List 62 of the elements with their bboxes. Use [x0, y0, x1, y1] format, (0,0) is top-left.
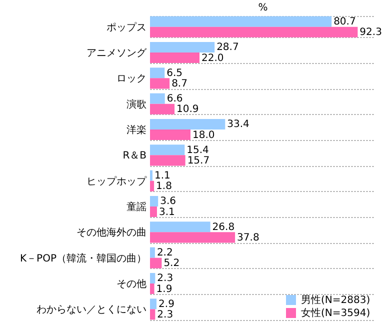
bar [150, 206, 157, 218]
bar [150, 93, 165, 104]
bar [150, 104, 175, 114]
data-label: 37.8 [237, 232, 260, 244]
y-tick-label: ポップス [106, 21, 146, 34]
data-label: 26.8 [212, 222, 235, 233]
y-tick-label: アニメソング [86, 48, 148, 59]
data-label: 10.9 [176, 104, 199, 116]
x-axis-title: % [258, 2, 268, 14]
data-label: 33.4 [227, 119, 250, 130]
y-tick-label: わからない／とくにない [36, 304, 146, 316]
y-tick-label: K－POP（韓流・韓国の曲） [20, 252, 146, 264]
bar [150, 16, 332, 27]
data-label: 2.9 [158, 298, 174, 310]
y-tick-label: ロック [116, 74, 146, 85]
bar [150, 258, 162, 268]
data-label: 15.7 [187, 155, 210, 166]
data-label: 6.5 [166, 68, 183, 79]
bar [150, 298, 157, 310]
bar [150, 26, 358, 38]
data-label: 5.2 [164, 258, 180, 270]
bar [150, 247, 155, 258]
data-label: 2.3 [157, 309, 174, 320]
bar [150, 52, 200, 64]
y-tick-label: R＆B [122, 150, 147, 162]
y-tick-label: ヒップホップ [86, 175, 148, 188]
bar [150, 309, 156, 320]
y-tick-label: その他海外の曲 [76, 226, 146, 239]
data-label: 1.8 [156, 181, 172, 192]
bar [150, 68, 165, 78]
data-label: 18.0 [192, 130, 215, 141]
bar [150, 272, 156, 284]
data-label: 2.3 [157, 273, 174, 284]
data-label: 1.9 [156, 284, 172, 295]
bar [150, 196, 158, 206]
bar [150, 118, 226, 130]
data-label: 28.7 [216, 42, 239, 54]
legend-label: 男性(N=2883) [301, 294, 370, 306]
bar [150, 130, 190, 140]
data-label: 1.1 [154, 170, 170, 182]
y-tick-label: 演歌 [126, 98, 146, 110]
data-label: 15.4 [186, 144, 209, 156]
bar [150, 284, 154, 294]
data-label: 3.6 [160, 196, 176, 208]
data-label: 2.2 [156, 248, 173, 259]
legend-label: 女性(N=3594) [301, 307, 370, 319]
data-label: 22.0 [202, 52, 224, 64]
y-tick-label: その他 [116, 278, 146, 290]
data-label: 80.7 [334, 16, 356, 28]
bar [150, 232, 236, 243]
bar [150, 144, 185, 156]
data-label: 6.6 [166, 94, 183, 105]
data-label: 92.3 [360, 27, 382, 38]
bar [150, 222, 210, 232]
bar [150, 155, 186, 166]
bar [150, 78, 170, 89]
data-label: 3.1 [158, 206, 175, 218]
bar [150, 42, 215, 52]
data-label: 8.7 [172, 78, 188, 90]
bar [150, 180, 154, 192]
y-tick-label: 童謡 [126, 201, 146, 213]
y-tick-label: 洋楽 [126, 124, 146, 136]
